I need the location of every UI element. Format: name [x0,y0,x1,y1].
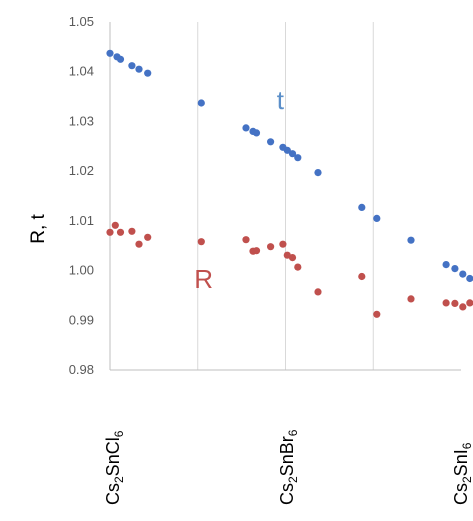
data-point-t [144,69,152,77]
y-tick-label: 1.00 [69,263,94,278]
data-point-t [242,124,250,132]
data-point-t [459,270,467,278]
data-point-r [267,243,275,251]
data-point-r [144,233,152,241]
data-point-r [252,247,261,255]
data-point-r [466,299,473,307]
data-point-t [267,138,275,146]
data-point-t [294,154,302,162]
data-point-r [135,240,143,248]
data-point-r [116,228,125,236]
data-point-t [116,55,125,63]
data-point-t [466,274,473,283]
data-point-t [442,261,450,269]
data-point-t [128,62,136,70]
data-point-r [451,299,459,307]
data-point-r [279,240,287,248]
data-point-r [197,238,205,246]
x-category-label: Cs2SnI6 [451,442,473,505]
data-point-r [111,221,119,229]
data-point-r [442,299,450,307]
axis-frame [109,22,461,371]
data-point-t [358,203,366,211]
data-point-t [288,150,297,158]
x-category-labels: Cs2SnCl6 Cs2SnBr6 Cs2SnI6 [103,429,473,505]
data-point-r [407,295,415,303]
data-point-r [294,263,302,271]
data-point-t [197,99,205,107]
y-tick-label: 0.99 [69,312,94,327]
y-axis-label: R, t [28,214,49,244]
data-point-r [106,228,114,236]
data-point-t [106,49,114,57]
data-point-r [314,288,322,296]
y-tick-label: 1.03 [69,113,94,128]
gridlines [197,22,374,370]
series-label-t: t [277,85,285,115]
y-tick-label: 1.05 [69,14,94,29]
data-point-r [128,227,136,235]
data-point-t [407,236,415,244]
y-tick-label: 1.02 [69,163,94,178]
data-point-t [451,265,459,273]
data-point-t [135,65,143,73]
y-tick-labels: 1.05 1.04 1.03 1.02 1.01 1.00 0.99 0.98 [69,14,94,377]
series-labels: tR [194,85,284,294]
data-point-t [283,146,291,154]
data-point-r [459,303,467,311]
data-point-r [358,272,366,281]
data-point-r [288,254,297,262]
data-point-t [252,129,261,137]
y-tick-label: 1.04 [69,64,94,79]
data-point-r [373,310,381,318]
series-label-r: R [194,264,213,294]
data-point-t [373,214,381,222]
y-tick-label: 0.98 [69,362,94,377]
y-tick-label: 1.01 [69,213,94,228]
x-category-label: Cs2SnBr6 [277,429,300,505]
data-point-r [242,236,250,244]
data-point-t [314,169,322,177]
data-points [106,49,473,318]
x-category-label: Cs2SnCl6 [103,430,126,505]
